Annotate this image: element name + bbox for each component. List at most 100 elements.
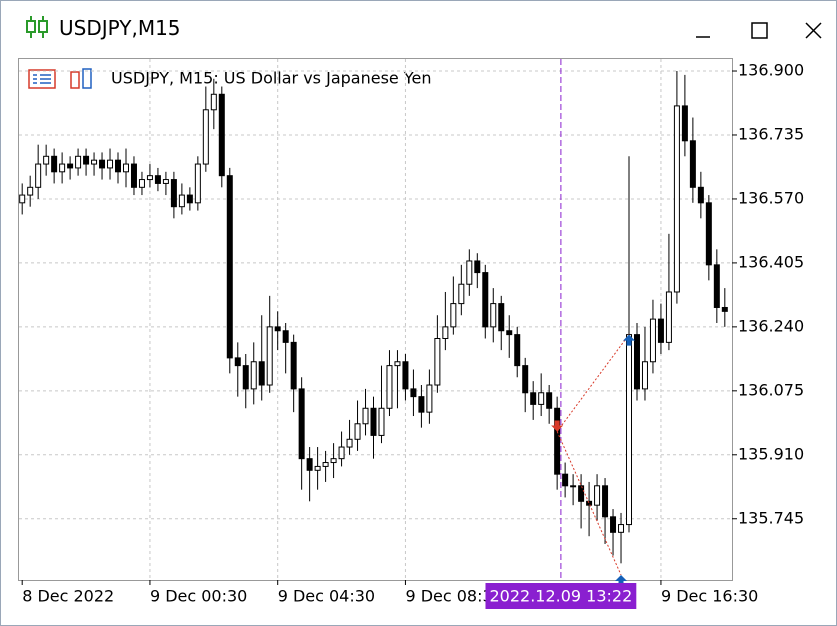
candle-body <box>426 384 433 413</box>
candle-body <box>202 109 209 165</box>
candle-body <box>689 140 696 188</box>
candle-body <box>570 485 577 488</box>
candle-body <box>498 303 505 332</box>
candle-body <box>130 163 137 188</box>
window-buttons[interactable] <box>656 1 836 57</box>
candle-body <box>27 186 34 196</box>
candle-body <box>290 341 297 390</box>
candle-body <box>306 458 313 471</box>
candle-body <box>562 473 569 487</box>
candle-body <box>681 105 688 142</box>
candle-body <box>657 318 664 343</box>
candle-body <box>210 93 217 111</box>
x-tick-label: 8 Dec 2022 <box>22 587 114 606</box>
candle-body <box>610 516 617 533</box>
candle-body <box>522 365 529 394</box>
candle-body <box>43 155 50 165</box>
candle-body <box>410 388 417 398</box>
candle-body <box>618 524 625 533</box>
candle-body <box>362 407 369 425</box>
candle-body <box>146 175 153 181</box>
candle-body <box>578 485 585 502</box>
y-tick-label: 135.745 <box>738 508 804 527</box>
candle-body <box>633 334 640 390</box>
candle-body <box>458 283 465 305</box>
maximize[interactable] <box>751 22 768 39</box>
candle-body <box>234 357 241 367</box>
candle-body <box>59 163 66 173</box>
candle-body <box>330 458 337 464</box>
candle-body <box>673 105 680 293</box>
candle-body <box>346 438 353 448</box>
candle-body <box>250 361 257 390</box>
candle-body <box>35 163 42 188</box>
candle-body <box>170 179 177 208</box>
y-tick-label: 136.570 <box>738 188 804 207</box>
y-tick-label: 136.075 <box>738 380 804 399</box>
candle-body <box>506 330 513 336</box>
trade-arrow <box>551 420 564 432</box>
title-bar: USDJPY,M15 <box>1 1 836 57</box>
candle-body <box>178 194 185 208</box>
window-title: USDJPY,M15 <box>59 16 181 40</box>
crosshair-label: 2022.12.09 13:22 <box>489 587 632 606</box>
candle-body <box>194 163 201 204</box>
candle-body <box>242 365 249 390</box>
candle-body <box>466 260 473 285</box>
candle-body <box>586 500 593 506</box>
candle-body <box>530 392 537 405</box>
candle-body <box>266 326 273 386</box>
candle-body <box>705 202 712 266</box>
candle-body <box>274 326 281 332</box>
candle-body <box>649 318 656 363</box>
candle-body <box>99 159 106 169</box>
candle-body <box>122 163 129 173</box>
candle-body <box>474 260 481 274</box>
candle-body <box>258 361 265 386</box>
candle-body <box>51 155 58 173</box>
candle-body <box>697 186 704 204</box>
candle-body <box>115 159 122 173</box>
candle-body <box>354 423 361 440</box>
x-tick-label: 9 Dec 04:30 <box>278 587 375 606</box>
candle-body <box>91 159 98 165</box>
candle-body <box>378 407 385 436</box>
candle-body <box>641 361 648 390</box>
candle-body <box>282 330 289 343</box>
y-tick-label: 136.405 <box>738 252 804 271</box>
candle-body <box>75 155 82 169</box>
candle-body <box>490 303 497 328</box>
trade-arrow <box>623 334 636 346</box>
candle-body <box>370 407 377 436</box>
candle-body <box>514 334 521 367</box>
candle-body <box>218 93 225 177</box>
trade-arrow <box>615 574 628 586</box>
y-tick-label: 136.900 <box>738 61 804 80</box>
x-tick-label: 9 Dec 00:30 <box>150 587 247 606</box>
candle-body <box>154 175 161 184</box>
candle-body <box>554 407 561 475</box>
y-tick-label: 136.240 <box>738 316 804 335</box>
candle-body <box>546 392 553 409</box>
plot-frame <box>18 58 733 581</box>
x-tick-label: 9 Dec 08:30 <box>405 587 502 606</box>
candle-body <box>162 179 169 184</box>
trade-line <box>556 334 630 432</box>
candle-body <box>186 194 193 204</box>
candle-body <box>107 159 114 169</box>
candle-body <box>450 303 457 328</box>
y-tick-label: 135.910 <box>738 444 804 463</box>
y-tick-label: 136.735 <box>738 124 804 143</box>
candle-body <box>67 163 74 169</box>
candle-body <box>418 396 425 413</box>
candle-body <box>721 306 728 312</box>
candle-body <box>482 272 489 328</box>
crosshair-label-bg <box>485 583 637 609</box>
close[interactable] <box>805 22 822 39</box>
candle-body <box>298 388 305 460</box>
candle-body <box>402 361 409 390</box>
candle-body <box>394 361 401 367</box>
candle-body <box>442 326 449 339</box>
candle-body <box>83 155 90 165</box>
candle-body <box>138 179 145 188</box>
